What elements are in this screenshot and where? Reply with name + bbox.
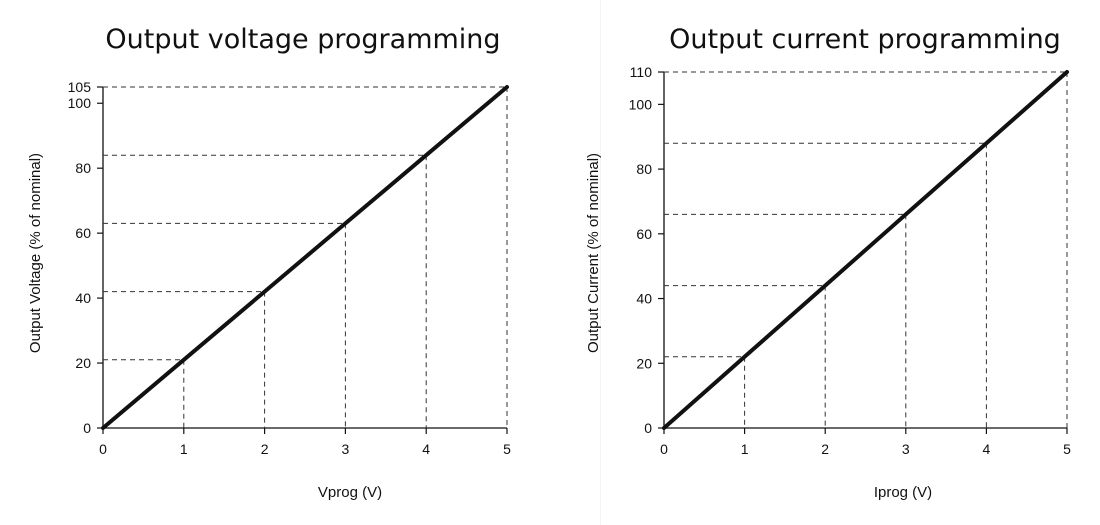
y-tick-label: 20: [636, 355, 652, 371]
x-tick-label: 4: [422, 441, 430, 457]
y-axis-label: Output Voltage (% of nominal): [27, 153, 44, 353]
x-tick-label: 1: [180, 441, 188, 457]
y-tick-label: 40: [636, 291, 652, 307]
chart-title: Output current programming: [669, 24, 1061, 55]
x-axis-label: Vprog (V): [318, 484, 382, 501]
y-tick-label: 40: [75, 290, 91, 306]
voltage-programming-chart: Output voltage programming Vprog (V) Out…: [27, 24, 511, 501]
x-tick-label: 3: [342, 441, 350, 457]
y-tick-label: 0: [83, 420, 91, 436]
y-tick-label: 110: [630, 64, 653, 80]
y-tick-label: 80: [636, 161, 652, 177]
y-axis-label: Output Current (% of nominal): [585, 153, 602, 353]
x-tick-label: 4: [983, 441, 991, 457]
y-tick-label: 60: [75, 225, 91, 241]
x-tick-label: 0: [99, 441, 107, 457]
y-tick-label: 0: [644, 420, 652, 436]
x-axis-label: Iprog (V): [874, 484, 932, 501]
x-tick-label: 1: [741, 441, 749, 457]
x-tick-label: 2: [821, 441, 829, 457]
x-tick-label: 2: [261, 441, 269, 457]
series-line: [101, 85, 509, 430]
y-tick-label: 20: [75, 355, 91, 371]
x-tick-label: 5: [1063, 441, 1071, 457]
x-tick-label: 3: [902, 441, 910, 457]
x-tick-label: 5: [503, 441, 511, 457]
y-tick-label: 105: [68, 79, 92, 95]
current-programming-chart: Output current programming Iprog (V) Out…: [585, 24, 1071, 501]
chart-title: Output voltage programming: [105, 24, 500, 55]
y-tick-label: 60: [636, 226, 652, 242]
y-tick-label: 100: [68, 95, 92, 111]
y-tick-label: 80: [75, 160, 91, 176]
series-line: [662, 70, 1069, 430]
y-tick-label: 100: [629, 96, 653, 112]
x-tick-label: 0: [660, 441, 668, 457]
